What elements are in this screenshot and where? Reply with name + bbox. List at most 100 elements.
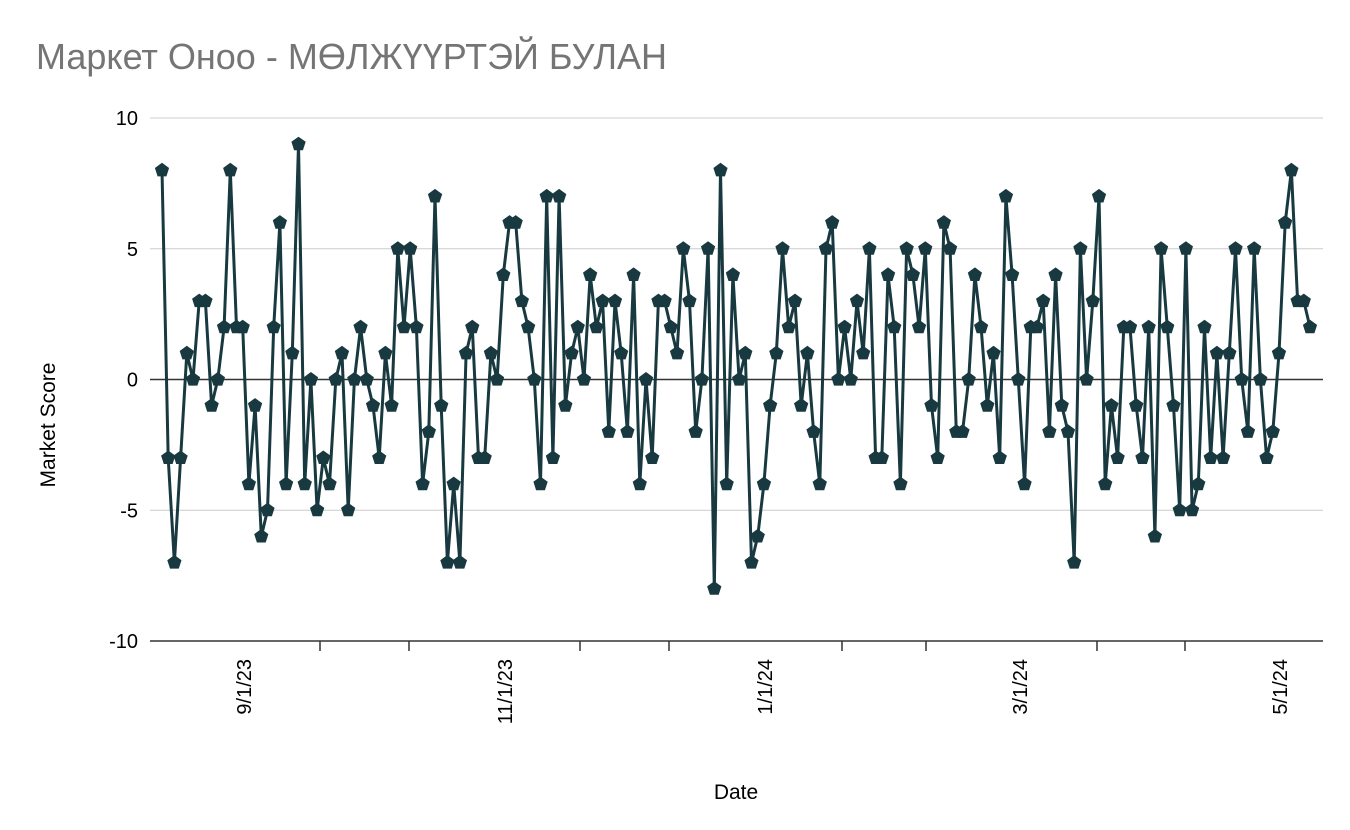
- data-point: [899, 241, 914, 255]
- data-point: [1147, 528, 1162, 543]
- data-point: [1091, 188, 1107, 203]
- data-point: [943, 241, 958, 255]
- y-tick-labels: 10 5 0 -5 -10: [109, 108, 138, 653]
- data-point: [1209, 345, 1225, 360]
- y-tick-label: -5: [120, 500, 138, 522]
- y-tick-label: 5: [127, 239, 138, 261]
- data-point: [1253, 372, 1268, 386]
- data-point: [378, 345, 393, 360]
- data-point: [223, 162, 238, 177]
- data-point: [682, 293, 697, 308]
- data-point: [1191, 476, 1206, 491]
- data-point: [905, 267, 920, 281]
- y-tick-label: 10: [116, 108, 138, 130]
- data-point: [589, 319, 604, 334]
- data-point: [465, 319, 480, 334]
- data-point: [390, 241, 405, 255]
- data-point: [216, 319, 232, 334]
- y-axis-title: Market Score: [37, 363, 60, 488]
- data-point: [856, 345, 871, 360]
- data-point: [843, 372, 858, 386]
- data-point: [359, 372, 374, 386]
- data-point: [427, 188, 443, 203]
- data-point: [421, 424, 436, 438]
- data-point: [663, 319, 678, 334]
- data-point: [781, 319, 796, 334]
- data-point: [825, 215, 840, 229]
- data-point: [806, 424, 821, 438]
- data-point: [403, 241, 418, 255]
- data-point: [1296, 293, 1311, 308]
- data-point: [601, 424, 616, 438]
- data-point: [396, 319, 412, 334]
- data-point: [1197, 319, 1212, 334]
- data-point: [1073, 241, 1088, 255]
- data-point: [260, 502, 275, 517]
- series-markers: [154, 136, 1318, 595]
- data-point: [893, 476, 908, 491]
- data-point: [235, 319, 250, 334]
- data-point: [1098, 476, 1113, 491]
- data-point: [918, 241, 933, 255]
- data-point: [161, 450, 176, 464]
- data-point: [669, 345, 685, 360]
- data-point: [955, 424, 970, 438]
- data-point: [210, 372, 225, 386]
- data-point: [626, 267, 641, 281]
- data-point: [961, 372, 976, 386]
- data-point: [241, 476, 256, 491]
- data-point: [384, 398, 399, 412]
- data-point: [812, 476, 827, 491]
- data-point: [738, 345, 753, 360]
- data-point: [1228, 241, 1243, 255]
- data-point: [775, 241, 790, 255]
- data-point: [496, 267, 511, 281]
- data-point: [831, 372, 846, 386]
- data-point: [1153, 241, 1169, 255]
- data-point: [862, 241, 877, 255]
- data-point: [452, 555, 467, 569]
- data-point: [552, 188, 567, 203]
- data-point: [1110, 450, 1125, 464]
- data-point: [787, 293, 803, 308]
- data-point: [514, 293, 529, 308]
- data-point: [279, 476, 294, 491]
- data-point: [880, 267, 896, 281]
- data-point: [719, 476, 734, 491]
- data-point: [1265, 424, 1280, 438]
- data-point: [818, 241, 834, 255]
- data-point: [310, 502, 325, 517]
- data-point: [185, 372, 201, 386]
- data-point: [1104, 398, 1119, 412]
- data-point: [936, 215, 951, 229]
- x-tick-label: 3/1/24: [1010, 659, 1032, 715]
- y-tick-label: -10: [109, 631, 138, 653]
- data-point: [924, 398, 939, 412]
- data-point: [849, 293, 865, 308]
- data-point: [1166, 398, 1181, 412]
- data-point: [645, 450, 660, 464]
- data-point: [341, 502, 356, 517]
- data-point: [700, 241, 716, 255]
- data-point: [1085, 293, 1100, 308]
- data-point: [539, 188, 554, 203]
- data-point: [1216, 450, 1231, 464]
- data-point: [440, 555, 455, 569]
- data-point: [694, 372, 709, 386]
- x-tick-label: 11/1/23: [495, 659, 517, 724]
- data-point: [353, 319, 368, 334]
- data-point: [1271, 345, 1287, 360]
- x-tick-label: 1/1/24: [755, 659, 777, 715]
- data-point: [154, 162, 170, 177]
- y-tick-label: 0: [127, 370, 138, 392]
- data-point: [1284, 162, 1299, 177]
- data-point: [1160, 319, 1175, 334]
- data-point: [688, 424, 703, 438]
- data-point: [1172, 502, 1187, 517]
- data-point: [533, 476, 548, 491]
- data-point: [527, 372, 542, 386]
- data-point: [1185, 502, 1200, 517]
- data-point: [974, 319, 989, 334]
- data-point: [1135, 450, 1150, 464]
- series-line-path: [160, 142, 1312, 591]
